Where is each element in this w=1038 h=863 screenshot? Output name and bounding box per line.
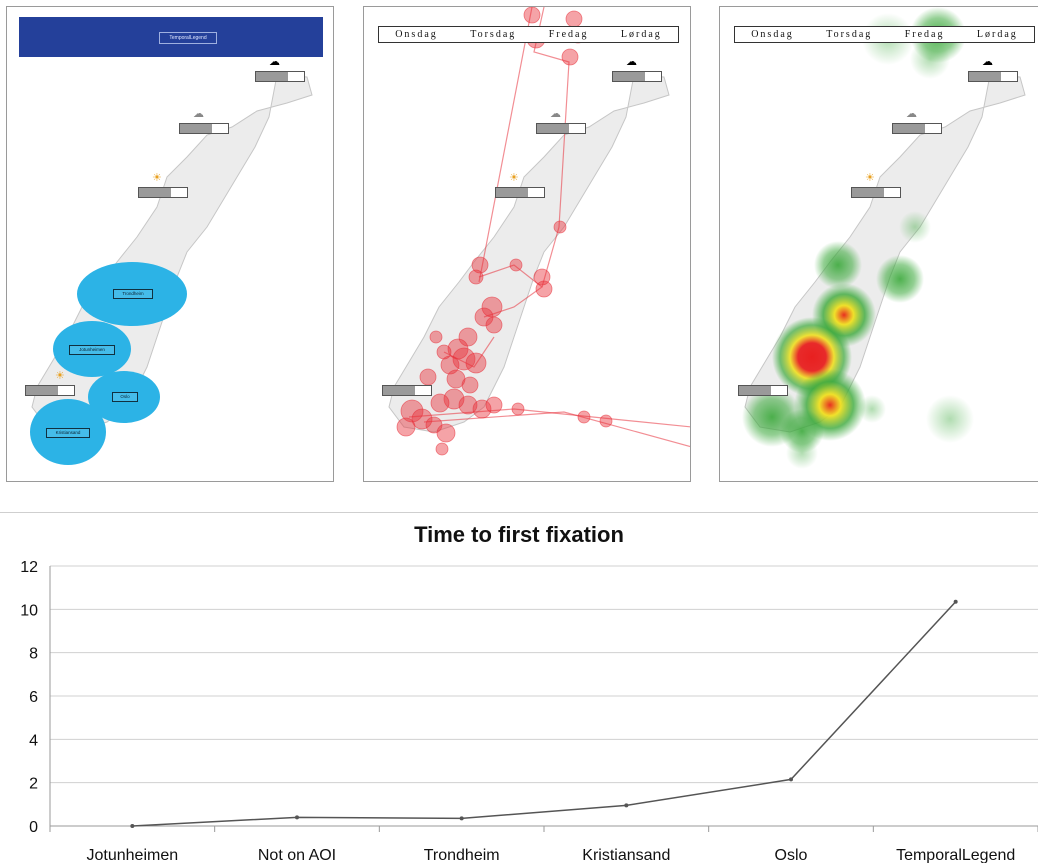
y-tick-label: 4	[29, 732, 38, 749]
rain-cloud-icon: ☁	[626, 56, 637, 68]
time-to-first-fixation-chart: Time to first fixation 0 2 4 6 8 10 12 Jotunhei…	[0, 498, 1038, 863]
day-label: Onsdag	[395, 29, 438, 40]
y-tick-label: 8	[29, 646, 38, 663]
aoi-label: Oslo	[112, 392, 138, 402]
data-point	[130, 824, 135, 828]
aoi-trondheim[interactable]: Trondheim	[77, 262, 187, 326]
x-tick-label: Not on AOI	[258, 847, 336, 863]
x-tick-label: Oslo	[775, 847, 808, 863]
data-point	[789, 777, 793, 782]
series-line	[132, 601, 957, 827]
temporal-legend-area: TemporalLegend	[19, 17, 323, 57]
data-point	[459, 816, 464, 821]
gaze-plot-panel: Onsdag Torsdag Fredag Lørdag ☁ ☁ ☀	[363, 6, 691, 482]
day-label: Torsdag	[826, 29, 873, 40]
day-label: Torsdag	[470, 29, 517, 40]
day-label: Fredag	[904, 29, 945, 40]
heatmap-panel: Onsdag Torsdag Fredag Lørdag ☁ ☁ ☀	[719, 6, 1038, 482]
x-tick-label: Jotunheimen	[87, 847, 179, 863]
cloud-icon: ☁	[193, 108, 204, 120]
aoi-label: Trondheim	[113, 289, 153, 299]
data-point	[624, 803, 629, 808]
aoi-label: Kristiansand	[46, 428, 90, 438]
day-label: Lørdag	[620, 29, 662, 40]
day-label: Fredag	[548, 29, 589, 40]
day-label: Onsdag	[751, 29, 794, 40]
sun-cloud-icon: ☀	[152, 172, 162, 184]
rain-cloud-icon: ☁	[269, 56, 280, 68]
data-point	[953, 599, 958, 604]
x-tick-label: Trondheim	[424, 847, 500, 863]
sun-cloud-icon: ☀	[509, 172, 519, 184]
y-tick-label: 10	[20, 602, 38, 619]
aoi-map-panel: TemporalLegend ☁ ☁ ☀ ☀ Trondheim Jotunhe…	[6, 6, 334, 482]
sun-cloud-icon: ☀	[55, 370, 65, 382]
cloud-icon: ☁	[550, 108, 561, 120]
sun-cloud-icon: ☀	[865, 172, 875, 184]
temporal-legend-days: Onsdag Torsdag Fredag Lørdag	[378, 26, 679, 43]
aoi-jotunheimen[interactable]: Jotunheimen	[53, 321, 131, 377]
aoi-kristiansand[interactable]: Kristiansand	[30, 399, 106, 465]
y-tick-label: 2	[29, 776, 38, 793]
temporal-legend-label: TemporalLegend	[159, 32, 217, 44]
y-tick-label: 0	[29, 819, 38, 836]
y-tick-label: 6	[29, 689, 38, 706]
line-chart: 0 2 4 6 8 10 12 Jotunheimen Not on AOI Trondheim K…	[20, 559, 1038, 863]
chart-top-border	[0, 512, 1038, 513]
day-label: Lørdag	[976, 29, 1018, 40]
rain-cloud-icon: ☁	[982, 56, 993, 68]
aoi-label: Jotunheimen	[69, 345, 115, 355]
cloud-icon: ☁	[906, 108, 917, 120]
x-tick-label: Kristiansand	[582, 847, 670, 863]
y-tick-label: 12	[20, 559, 38, 576]
data-point	[295, 815, 299, 820]
temporal-legend-days: Onsdag Torsdag Fredag Lørdag	[734, 26, 1035, 43]
norway-map	[742, 7, 1026, 469]
x-tick-label: TemporalLegend	[896, 847, 1015, 863]
chart-title: Time to first fixation	[414, 522, 624, 547]
